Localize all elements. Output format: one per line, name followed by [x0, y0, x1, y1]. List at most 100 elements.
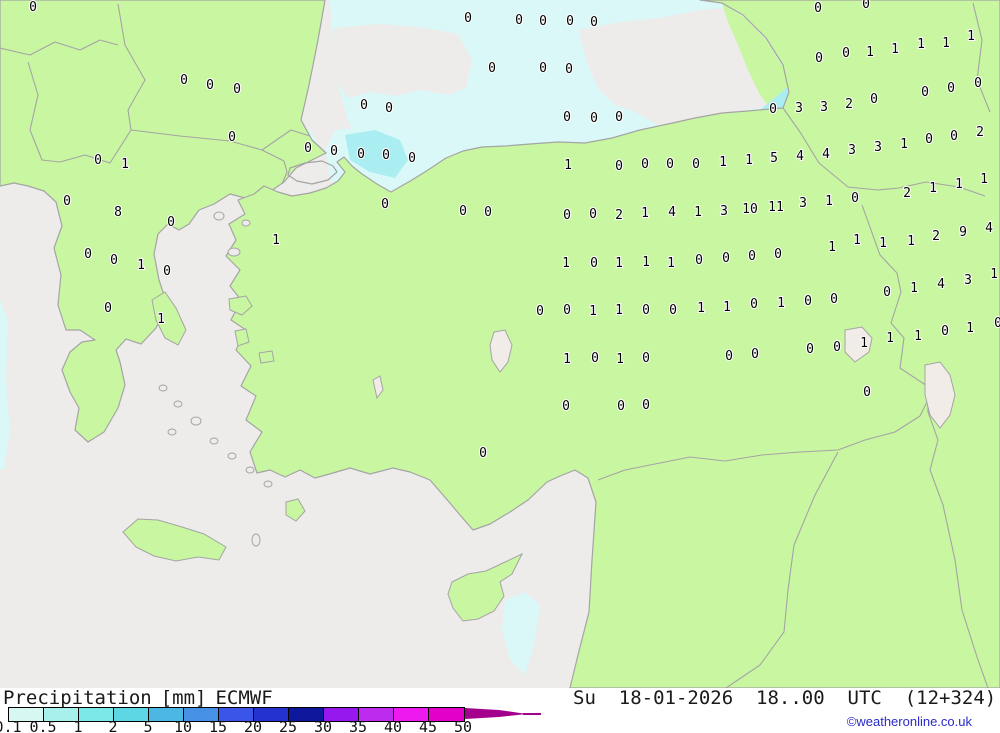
precip-value: 5 [770, 151, 778, 166]
marmara-sea [288, 161, 337, 184]
precip-value: 1 [990, 267, 998, 282]
precip-value: 0 [536, 304, 544, 319]
precip-value: 3 [874, 140, 882, 155]
precip-value: 1 [589, 304, 597, 319]
legend-segment [324, 708, 359, 721]
precip-value: 0 [769, 102, 777, 117]
precip-value: 0 [381, 197, 389, 212]
precip-value: 0 [642, 398, 650, 413]
legend-tick-label: 0.5 [29, 718, 57, 733]
precip-value: 1 [967, 29, 975, 44]
precip-value: 0 [615, 159, 623, 174]
legend-tick-label: 40 [383, 718, 403, 733]
precip-value: 0 [814, 1, 822, 16]
precip-value: 0 [925, 132, 933, 147]
precip-value: 0 [692, 157, 700, 172]
precip-value: 8 [114, 205, 122, 220]
precip-value: 1 [694, 205, 702, 220]
precip-value: 2 [615, 208, 623, 223]
precip-value: 0 [804, 294, 812, 309]
legend-tick-label: 10 [173, 718, 193, 733]
precip-value: 0 [870, 92, 878, 107]
title-label: Precipitation [3, 687, 152, 709]
precip-value: 1 [900, 137, 908, 152]
precip-value: 0 [330, 144, 338, 159]
precip-value: 0 [515, 13, 523, 28]
island-euboea [151, 291, 187, 346]
legend-tick-label: 2 [108, 718, 118, 733]
precip-value: 11 [768, 200, 784, 215]
precip-value: 0 [29, 0, 37, 15]
precip-value: 0 [947, 81, 955, 96]
precip-value: 1 [121, 157, 129, 172]
precip-value: 0 [862, 0, 870, 12]
legend-tick-label: 20 [243, 718, 263, 733]
precip-value: 0 [815, 51, 823, 66]
precip-value: 3 [799, 196, 807, 211]
precip-value: 1 [667, 256, 675, 271]
lake-tuz [489, 329, 513, 373]
precip-value: 0 [722, 251, 730, 266]
legend-segment [394, 708, 429, 721]
precip-value: 0 [590, 15, 598, 30]
precip-value: 1 [966, 321, 974, 336]
lake-van [844, 326, 873, 363]
precip-value: 0 [615, 110, 623, 125]
precip-value: 0 [408, 151, 416, 166]
legend-segment [254, 708, 289, 721]
precip-value: 2 [976, 125, 984, 140]
legend-tick-label: 45 [418, 718, 438, 733]
precip-value: 1 [272, 233, 280, 248]
precip-value: 1 [860, 336, 868, 351]
island-samos [258, 350, 275, 364]
legend-color-bar [8, 707, 465, 722]
islands-layer [122, 211, 524, 622]
lakes-layer [372, 326, 956, 429]
lake-egirdir [372, 375, 384, 400]
legend-tick-label: 30 [313, 718, 333, 733]
legend-segment [184, 708, 219, 721]
island-crete [122, 518, 227, 562]
precip-value: 0 [484, 205, 492, 220]
precip-value: 0 [748, 249, 756, 264]
map-title: Precipitation [mm] ECMWF [3, 687, 282, 709]
precip-value: 1 [910, 281, 918, 296]
precip-value: 0 [725, 349, 733, 364]
precip-value: 0 [563, 303, 571, 318]
precip-value: 0 [833, 340, 841, 355]
legend-segment [359, 708, 394, 721]
precip-value: 1 [825, 194, 833, 209]
precip-value: 0 [94, 153, 102, 168]
precip-value: 0 [562, 399, 570, 414]
precip-value: 0 [774, 247, 782, 262]
timestamp: Su 18-01-2026 18..00 UTC (12+324) [573, 687, 997, 709]
precip-value: 10 [742, 202, 758, 217]
precip-value: 1 [615, 303, 623, 318]
precip-value: 0 [695, 253, 703, 268]
precip-value: 0 [589, 207, 597, 222]
precip-value: 0 [163, 264, 171, 279]
precip-value: 0 [883, 285, 891, 300]
precip-value: 0 [842, 46, 850, 61]
precip-value: 1 [616, 352, 624, 367]
precip-value: 0 [357, 147, 365, 162]
precip-value: 0 [565, 62, 573, 77]
precip-value: 4 [822, 147, 830, 162]
precip-value: 0 [459, 204, 467, 219]
precip-value: 0 [642, 303, 650, 318]
precip-value: 0 [994, 316, 1000, 331]
precip-value: 4 [937, 277, 945, 292]
legend-segment [219, 708, 254, 721]
precip-value: 0 [385, 101, 393, 116]
precip-value: 1 [891, 42, 899, 57]
precip-value: 0 [464, 11, 472, 26]
precip-value: 1 [886, 331, 894, 346]
precip-value: 0 [750, 297, 758, 312]
legend-tick-label: 5 [143, 718, 153, 733]
legend-tick-label: 15 [208, 718, 228, 733]
precip-value: 0 [830, 292, 838, 307]
legend-segment [79, 708, 114, 721]
